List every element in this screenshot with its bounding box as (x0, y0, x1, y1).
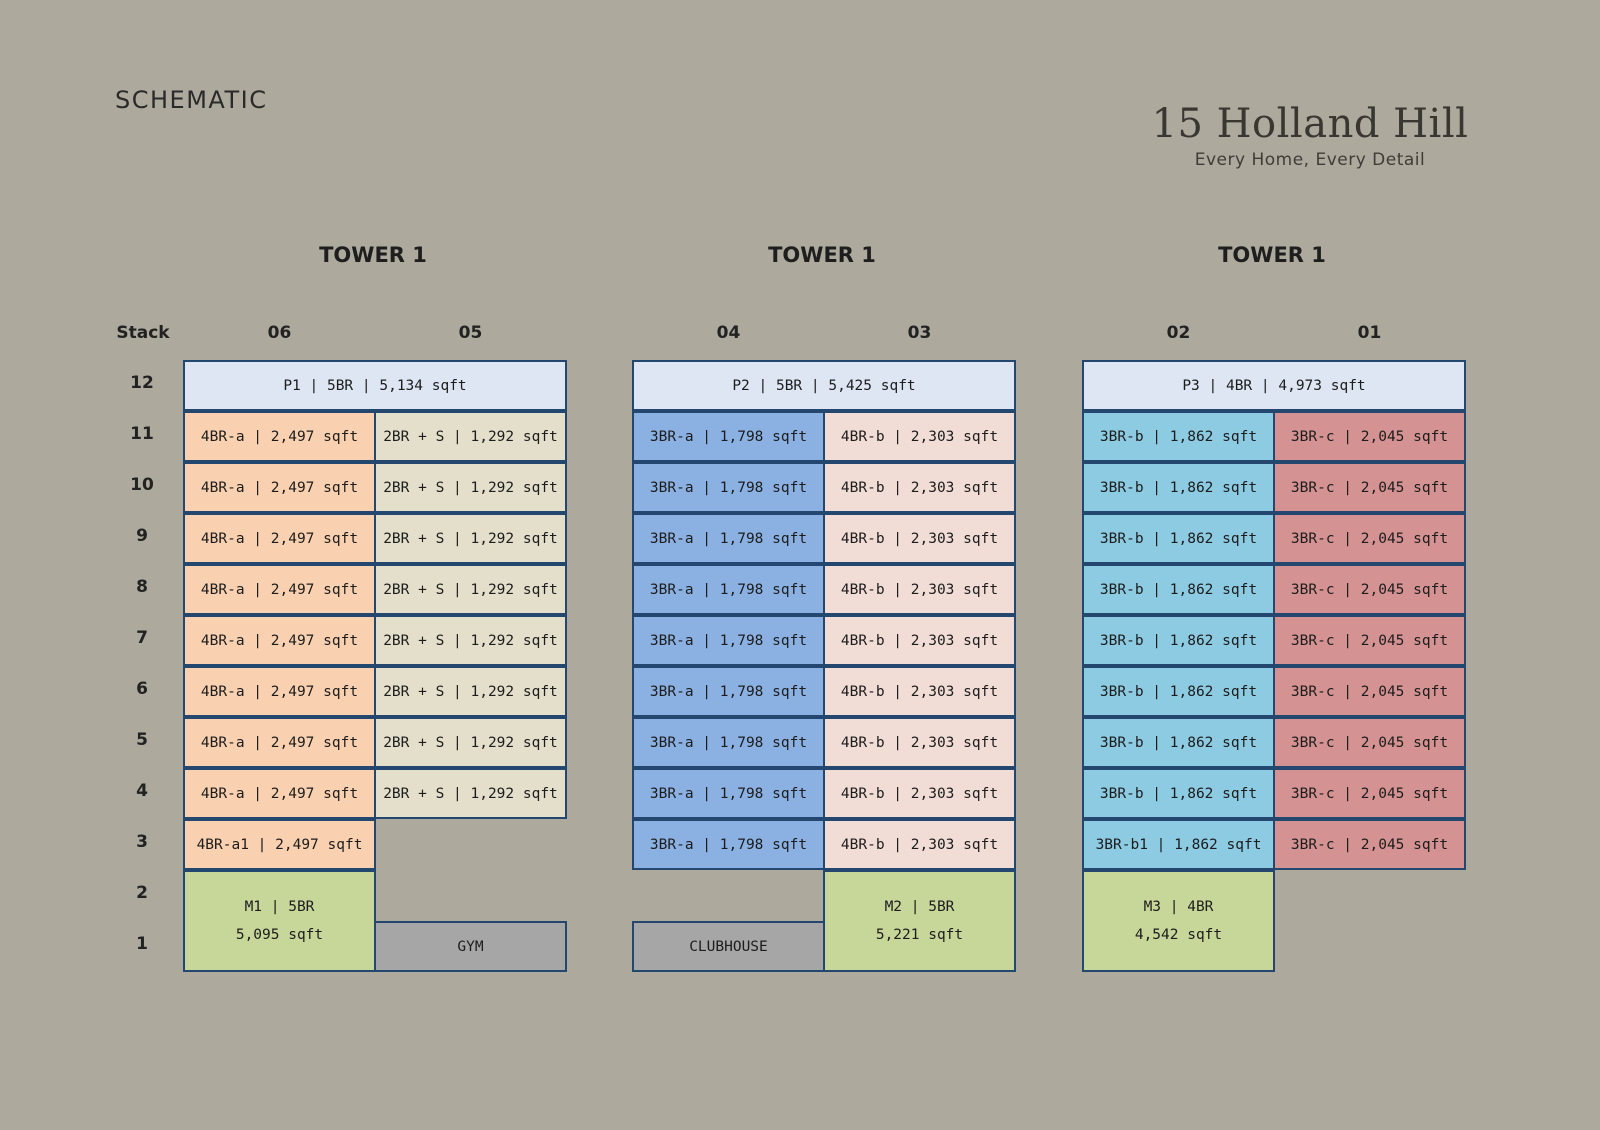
unit-m1: M1 | 5BR 5,095 sqft (183, 870, 376, 972)
unit-p3: P3 | 4BR | 4,973 sqft (1082, 360, 1466, 411)
floor-label-3: 3 (136, 832, 148, 852)
unit-06-7: 4BR-a | 2,497 sqft (183, 615, 376, 666)
unit-p1: P1 | 5BR | 5,134 sqft (183, 360, 567, 411)
floor-label-4: 4 (136, 781, 148, 801)
unit-04-4: 3BR-a | 1,798 sqft (632, 768, 825, 819)
stack-header-05: 05 (458, 323, 483, 343)
floor-label-11: 11 (130, 424, 154, 444)
unit-02-6: 3BR-b | 1,862 sqft (1082, 666, 1275, 717)
stack-header-01: 01 (1357, 323, 1382, 343)
unit-m3-text: M3 | 4BR 4,542 sqft (1135, 893, 1222, 949)
unit-m2-text: M2 | 5BR 5,221 sqft (876, 893, 963, 949)
floor-label-6: 6 (136, 679, 148, 699)
stack-label: Stack (116, 323, 170, 343)
unit-04-6: 3BR-a | 1,798 sqft (632, 666, 825, 717)
unit-04-7: 3BR-a | 1,798 sqft (632, 615, 825, 666)
unit-05-11: 2BR + S | 1,292 sqft (374, 411, 567, 462)
unit-03-6: 4BR-b | 2,303 sqft (823, 666, 1016, 717)
unit-m1-line-2: 5,095 sqft (235, 927, 324, 943)
unit-04-11: 3BR-a | 1,798 sqft (632, 411, 825, 462)
brand-name: 15 Holland Hill (1151, 101, 1469, 147)
unit-06-6: 4BR-a | 2,497 sqft (183, 666, 376, 717)
stack-header-04: 04 (716, 323, 741, 343)
unit-03-11: 4BR-b | 2,303 sqft (823, 411, 1016, 462)
unit-03-9: 4BR-b | 2,303 sqft (823, 513, 1016, 564)
unit-01-6: 3BR-c | 2,045 sqft (1273, 666, 1466, 717)
unit-m3: M3 | 4BR 4,542 sqft (1082, 870, 1275, 972)
unit-m3-line-1: M3 | 4BR (1143, 899, 1214, 915)
tower-heading-middle: TOWER 1 (768, 243, 876, 267)
unit-04-3: 3BR-a | 1,798 sqft (632, 819, 825, 870)
unit-02-7: 3BR-b | 1,862 sqft (1082, 615, 1275, 666)
unit-04-9: 3BR-a | 1,798 sqft (632, 513, 825, 564)
unit-04-5: 3BR-a | 1,798 sqft (632, 717, 825, 768)
unit-01-5: 3BR-c | 2,045 sqft (1273, 717, 1466, 768)
floor-label-12: 12 (130, 373, 154, 393)
floor-label-8: 8 (136, 577, 148, 597)
unit-m1-line-1: M1 | 5BR (244, 899, 315, 915)
unit-06-3: 4BR-a1 | 2,497 sqft (183, 819, 376, 870)
unit-05-5: 2BR + S | 1,292 sqft (374, 717, 567, 768)
unit-05-8: 2BR + S | 1,292 sqft (374, 564, 567, 615)
unit-p2: P2 | 5BR | 5,425 sqft (632, 360, 1016, 411)
unit-03-4: 4BR-b | 2,303 sqft (823, 768, 1016, 819)
unit-04-8: 3BR-a | 1,798 sqft (632, 564, 825, 615)
floor-label-1: 1 (136, 934, 148, 954)
unit-m2-line-2: 5,221 sqft (875, 927, 964, 943)
unit-01-8: 3BR-c | 2,045 sqft (1273, 564, 1466, 615)
unit-03-10: 4BR-b | 2,303 sqft (823, 462, 1016, 513)
unit-06-8: 4BR-a | 2,497 sqft (183, 564, 376, 615)
unit-02-3: 3BR-b1 | 1,862 sqft (1082, 819, 1275, 870)
floor-label-2: 2 (136, 883, 148, 903)
unit-02-5: 3BR-b | 1,862 sqft (1082, 717, 1275, 768)
unit-05-10: 2BR + S | 1,292 sqft (374, 462, 567, 513)
unit-m2-line-1: M2 | 5BR (884, 899, 955, 915)
unit-m3-line-2: 4,542 sqft (1134, 927, 1223, 943)
unit-02-8: 3BR-b | 1,862 sqft (1082, 564, 1275, 615)
unit-06-5: 4BR-a | 2,497 sqft (183, 717, 376, 768)
unit-02-4: 3BR-b | 1,862 sqft (1082, 768, 1275, 819)
brand-logo: 15 Holland Hill Every Home, Every Detail (1130, 100, 1490, 170)
unit-05-9: 2BR + S | 1,292 sqft (374, 513, 567, 564)
page-title: SCHEMATIC (115, 86, 268, 114)
unit-03-8: 4BR-b | 2,303 sqft (823, 564, 1016, 615)
floor-label-5: 5 (136, 730, 148, 750)
unit-02-10: 3BR-b | 1,862 sqft (1082, 462, 1275, 513)
unit-01-11: 3BR-c | 2,045 sqft (1273, 411, 1466, 462)
unit-m2: M2 | 5BR 5,221 sqft (823, 870, 1016, 972)
unit-m1-text: M1 | 5BR 5,095 sqft (236, 893, 323, 949)
unit-02-9: 3BR-b | 1,862 sqft (1082, 513, 1275, 564)
floor-label-10: 10 (130, 475, 154, 495)
unit-06-10: 4BR-a | 2,497 sqft (183, 462, 376, 513)
unit-01-9: 3BR-c | 2,045 sqft (1273, 513, 1466, 564)
unit-05-6: 2BR + S | 1,292 sqft (374, 666, 567, 717)
unit-03-5: 4BR-b | 2,303 sqft (823, 717, 1016, 768)
tower-heading-right: TOWER 1 (1218, 243, 1326, 267)
unit-06-9: 4BR-a | 2,497 sqft (183, 513, 376, 564)
floor-label-9: 9 (136, 526, 148, 546)
unit-02-11: 3BR-b | 1,862 sqft (1082, 411, 1275, 462)
unit-05-4: 2BR + S | 1,292 sqft (374, 768, 567, 819)
tower-heading-left: TOWER 1 (319, 243, 427, 267)
brand-tagline: Every Home, Every Detail (1194, 150, 1426, 170)
unit-06-4: 4BR-a | 2,497 sqft (183, 768, 376, 819)
unit-03-7: 4BR-b | 2,303 sqft (823, 615, 1016, 666)
unit-01-7: 3BR-c | 2,045 sqft (1273, 615, 1466, 666)
unit-01-3: 3BR-c | 2,045 sqft (1273, 819, 1466, 870)
unit-03-3: 4BR-b | 2,303 sqft (823, 819, 1016, 870)
stack-header-06: 06 (267, 323, 292, 343)
amenity-clubhouse: CLUBHOUSE (632, 921, 825, 972)
amenity-gym: GYM (374, 921, 567, 972)
unit-04-10: 3BR-a | 1,798 sqft (632, 462, 825, 513)
unit-05-7: 2BR + S | 1,292 sqft (374, 615, 567, 666)
floor-label-7: 7 (136, 628, 148, 648)
unit-01-4: 3BR-c | 2,045 sqft (1273, 768, 1466, 819)
unit-06-11: 4BR-a | 2,497 sqft (183, 411, 376, 462)
stack-header-03: 03 (907, 323, 932, 343)
unit-01-10: 3BR-c | 2,045 sqft (1273, 462, 1466, 513)
stack-header-02: 02 (1166, 323, 1191, 343)
